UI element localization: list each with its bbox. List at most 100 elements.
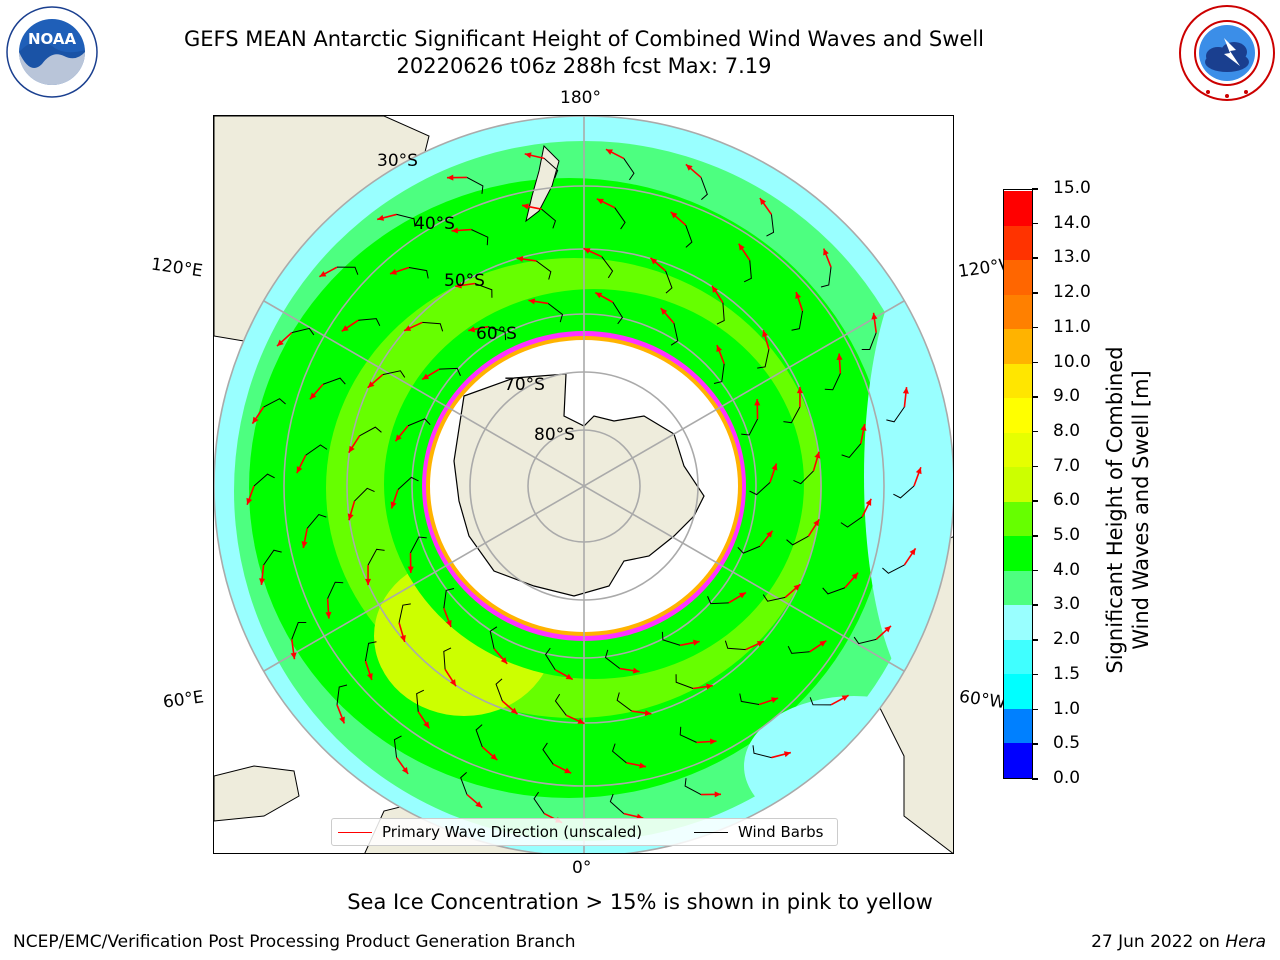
- wind-barb: [541, 208, 557, 229]
- colorbar-segment: [1004, 466, 1032, 502]
- wave-arrow-head: [404, 325, 412, 331]
- wave-arrow-head: [650, 257, 658, 265]
- colorbar-tick-mark: [1032, 673, 1038, 676]
- wind-barb: [489, 626, 498, 649]
- wave-arrow-head: [252, 416, 259, 424]
- wave-arrow-head: [490, 753, 498, 761]
- wind-barb: [684, 778, 702, 795]
- wind-barb: [783, 406, 801, 424]
- legend-label-barbs: Wind Barbs: [738, 823, 824, 841]
- colorbar-tick-mark: [1032, 708, 1038, 711]
- colorbar-tick-label: 3.0: [1053, 594, 1081, 615]
- wind-barb: [407, 418, 431, 427]
- colorbar-tick-label: 13.0: [1053, 247, 1091, 268]
- wave-arrow-head: [644, 709, 652, 716]
- wave-arrow-head: [296, 466, 303, 474]
- lon-label-60w: 60°W: [957, 686, 1008, 714]
- wind-barb: [398, 603, 411, 623]
- wind-barb: [547, 303, 564, 323]
- title-line-2: 20220626 t06z 288h fcst Max: 7.19: [396, 54, 772, 78]
- wave-arrow-head: [909, 548, 916, 556]
- wind-barb: [861, 332, 877, 350]
- wave-arrow-head: [595, 292, 603, 299]
- wave-arrow-head: [841, 695, 849, 701]
- colorbar-segment: [1004, 397, 1032, 433]
- wave-arrow-head: [246, 497, 253, 505]
- chart-title: GEFS MEAN Antarctic Significant Height o…: [0, 26, 1168, 80]
- wind-barb: [670, 323, 679, 346]
- polar-map: 30°S 40°S 50°S 60°S 70°S 80°S: [213, 115, 954, 854]
- wave-arrow-head: [455, 282, 462, 289]
- colorbar-title-line2: Wind Waves and Swell [m]: [1129, 370, 1153, 650]
- wind-barb: [893, 485, 915, 499]
- wind-barb: [487, 326, 507, 341]
- wind-barb: [408, 266, 429, 279]
- wave-arrow-head: [814, 451, 821, 459]
- colorbar-segment: [1004, 432, 1032, 468]
- colorbar-tick-label: 14.0: [1053, 212, 1091, 233]
- wind-barb: [543, 158, 559, 179]
- colorbar-tick-label: 4.0: [1053, 559, 1081, 580]
- wind-barb: [766, 214, 775, 237]
- wave-arrow-head: [632, 667, 640, 674]
- wind-barb: [397, 476, 419, 490]
- colorbar-tick-mark: [1032, 604, 1038, 606]
- wave-arrow-head: [445, 619, 452, 627]
- legend-item-wind-barbs: Wind Barbs: [694, 823, 823, 841]
- wave-arrow-head: [348, 445, 355, 453]
- wind-barb: [741, 418, 758, 436]
- title-line-1: GEFS MEAN Antarctic Significant Height o…: [183, 27, 985, 51]
- wind-barb: [359, 426, 382, 437]
- wind-barb: [422, 321, 444, 332]
- sea-ice-caption: Sea Ice Concentration > 15% is shown in …: [347, 890, 933, 914]
- wave-arrow-head: [738, 243, 745, 251]
- lat-label-70s: 70°S: [504, 375, 545, 395]
- wind-barb: [716, 302, 725, 325]
- wave-arrow-head: [796, 386, 803, 394]
- wind-barb: [263, 398, 286, 408]
- wind-barb: [336, 266, 359, 275]
- wind-barb: [460, 771, 468, 795]
- wave-arrow-head: [823, 248, 829, 256]
- wind-barb: [253, 473, 275, 487]
- wind-barb: [757, 349, 770, 369]
- colorbar-title: Significant Height of Combined Wind Wave…: [1102, 260, 1154, 760]
- colorbar-segment: [1004, 570, 1032, 606]
- wind-barb: [679, 726, 697, 743]
- legend-item-wave-direction: Primary Wave Direction (unscaled): [338, 823, 642, 841]
- colorbar-tick-mark: [1032, 569, 1038, 572]
- colorbar-tick-label: 9.0: [1053, 386, 1081, 407]
- colorbar-title-line1: Significant Height of Combined: [1103, 346, 1127, 674]
- wave-arrow-head: [639, 762, 646, 769]
- wave-arrow-head: [710, 738, 717, 745]
- wave-arrow-head: [577, 718, 585, 724]
- wave-arrow-head: [712, 285, 719, 293]
- wave-arrow-head: [565, 673, 573, 680]
- colorbar-tick-mark: [1032, 396, 1038, 398]
- colorbar-tick-label: 8.0: [1053, 420, 1081, 441]
- wave-arrow-head: [813, 519, 820, 527]
- colorbar-tick-mark: [1032, 326, 1038, 329]
- colorbar: [1003, 189, 1033, 779]
- colorbar-tick-mark: [1032, 361, 1038, 364]
- wave-arrow-head: [795, 291, 802, 299]
- wind-barb: [675, 674, 694, 689]
- wind-barb: [886, 406, 905, 423]
- wind-barb: [291, 327, 315, 336]
- wave-arrow-head: [871, 312, 878, 320]
- wave-arrow-head: [422, 373, 430, 380]
- lon-label-180: 180°: [560, 88, 601, 108]
- wind-barb: [382, 370, 406, 378]
- legend-black-line-icon: [694, 832, 728, 833]
- wave-arrow-head: [762, 330, 768, 337]
- wind-barb: [739, 693, 760, 706]
- colorbar-tick-mark: [1032, 778, 1038, 780]
- wind-barb: [542, 742, 554, 765]
- wave-arrow-head: [290, 652, 297, 660]
- colorbar-tick-mark: [1032, 292, 1038, 294]
- colorbar-tick-label: 10.0: [1053, 351, 1091, 372]
- footer-credit: NCEP/EMC/Verification Post Processing Pr…: [13, 932, 576, 952]
- wind-barb: [367, 548, 385, 566]
- colorbar-segment: [1004, 294, 1032, 330]
- wind-barb: [840, 516, 863, 528]
